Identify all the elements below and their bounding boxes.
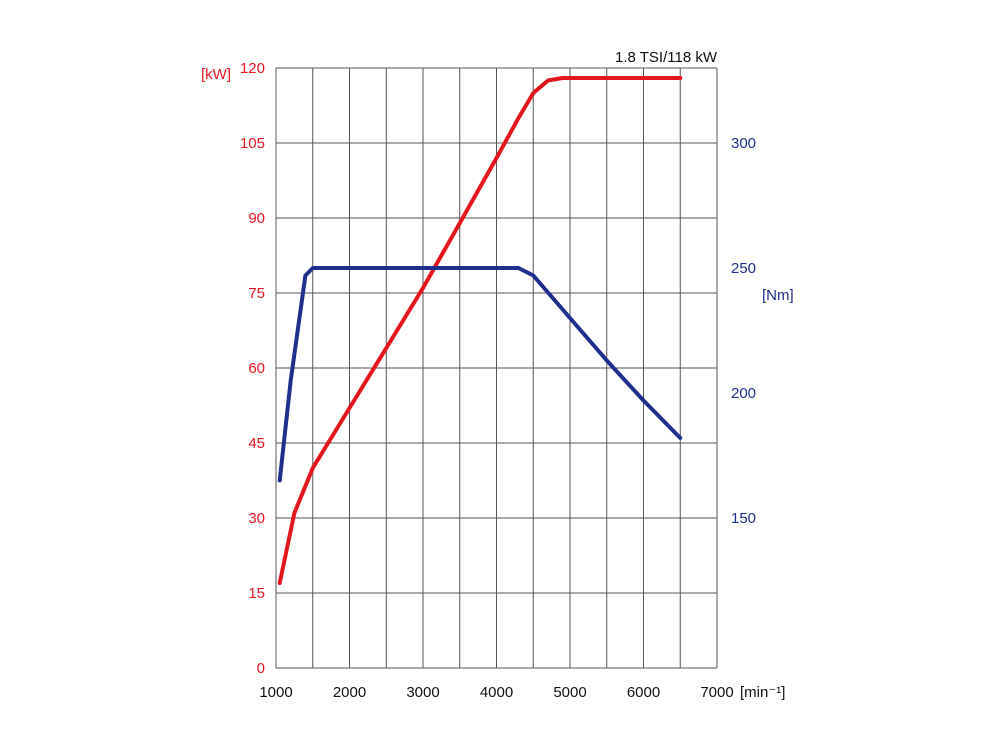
y-right-tick-label: 250 xyxy=(731,260,756,277)
x-tick-label: 6000 xyxy=(627,684,660,701)
y-left-tick-label: 90 xyxy=(248,210,265,227)
y-left-tick-label: 105 xyxy=(240,135,265,152)
series-line-torque xyxy=(277,266,683,483)
y-left-tick-label: 0 xyxy=(257,660,265,677)
y-left-tick-label: 15 xyxy=(248,585,265,602)
y-left-unit: [kW] xyxy=(201,66,231,83)
x-tick-label: 2000 xyxy=(333,684,366,701)
x-tick-label: 3000 xyxy=(406,684,439,701)
x-tick-label: 7000 xyxy=(700,684,733,701)
x-tick-label: 4000 xyxy=(480,684,513,701)
y-right-tick-label: 150 xyxy=(731,510,756,527)
y-left-tick-label: 75 xyxy=(248,285,265,302)
y-left-tick-label: 30 xyxy=(248,510,265,527)
tick-labels: 1000 2000 3000 4000 5000 6000 7000 0 15 30 45 60 75 9… xyxy=(240,60,756,701)
y-left-tick-label: 60 xyxy=(248,360,265,377)
y-right-tick-label: 200 xyxy=(731,385,756,402)
x-axis-unit: [min⁻¹] xyxy=(740,684,785,701)
grid xyxy=(275,67,718,669)
series-line-power xyxy=(277,76,683,585)
x-tick-label: 1000 xyxy=(259,684,292,701)
y-right-tick-label: 300 xyxy=(731,135,756,152)
y-left-tick-label: 45 xyxy=(248,435,265,452)
chart-title: 1.8 TSI/118 kW xyxy=(615,49,718,66)
x-tick-label: 5000 xyxy=(553,684,586,701)
y-left-tick-label: 120 xyxy=(240,60,265,77)
y-right-unit: [Nm] xyxy=(762,287,794,304)
series-lines xyxy=(277,76,683,585)
